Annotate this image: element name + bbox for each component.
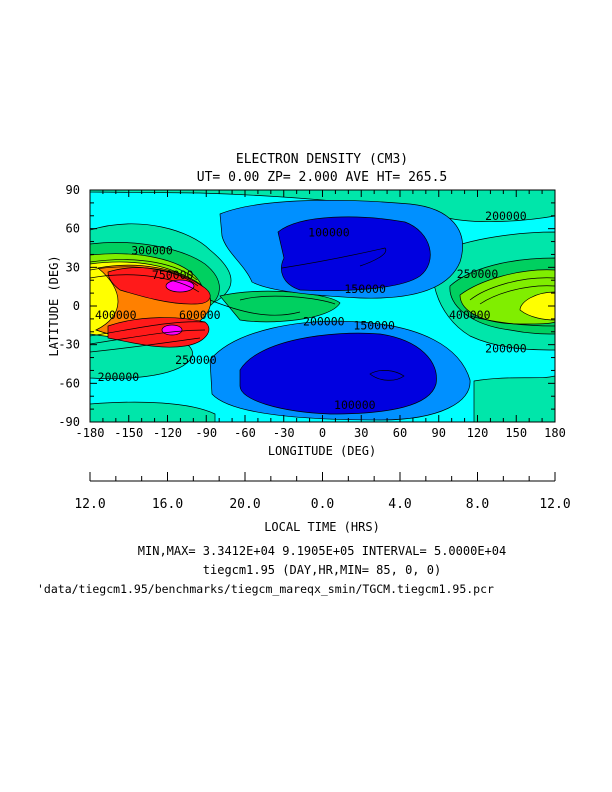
- contour-label: 100000: [334, 398, 376, 412]
- x-tick-label: -120: [153, 426, 182, 440]
- local-time-tick-label: 4.0: [388, 497, 411, 512]
- x-tick-label: 180: [544, 426, 566, 440]
- min-max-line: MIN,MAX= 3.3412E+04 9.1905E+05 INTERVAL=…: [138, 544, 506, 558]
- latitude-axis: 90 60 30 0 -30 -60 -90: [58, 183, 555, 429]
- x-tick-label: -30: [273, 426, 295, 440]
- local-time-axis: 12.0 16.0 20.0 0.0 4.0 8.0 12.0: [74, 472, 571, 512]
- contour-label: 150000: [344, 282, 386, 296]
- model-info-line: tiegcm1.95 (DAY,HR,MIN= 85, 0, 0): [203, 563, 441, 577]
- contour-label: 600000: [179, 308, 221, 322]
- darkblue-regions: [239, 216, 437, 415]
- local-time-tick-label: 20.0: [229, 497, 260, 512]
- contour-label: 300000: [131, 244, 173, 258]
- y-axis-label: LATITUDE (DEG): [47, 255, 61, 356]
- contour-label: 200000: [98, 370, 140, 384]
- x-tick-label: 150: [505, 426, 527, 440]
- x-tick-label: -60: [234, 426, 256, 440]
- contour-label: 200000: [303, 314, 345, 328]
- contour-label: 250000: [457, 267, 499, 281]
- contour-lines: [90, 247, 555, 381]
- chart-subtitle: UT= 0.00 ZP= 2.000 AVE HT= 265.5: [197, 170, 447, 185]
- contour-label: 200000: [485, 342, 527, 356]
- x-tick-label: -150: [114, 426, 143, 440]
- red-regions: [107, 267, 211, 348]
- contour-label: 250000: [175, 353, 217, 367]
- x-tick-label: 0: [319, 426, 326, 440]
- x-tick-label: -90: [195, 426, 217, 440]
- local-time-tick-label: 12.0: [539, 497, 570, 512]
- plot-area: 100000 200000 300000 750000 250000 150000 4000…: [90, 190, 555, 422]
- chart-title: ELECTRON DENSITY (CM3): [236, 152, 408, 167]
- y-tick-label: 30: [66, 260, 80, 274]
- y-tick-label: -60: [58, 376, 80, 390]
- local-time-tick-label: 12.0: [74, 497, 105, 512]
- x-tick-label: 60: [393, 426, 407, 440]
- contour-label: 200000: [485, 209, 527, 223]
- y-tick-label: 0: [73, 299, 80, 313]
- x-tick-label: 120: [467, 426, 489, 440]
- contour-label: 100000: [308, 226, 350, 240]
- longitude-axis: -180 -150 -120 -90 -60 -30 0 30 60 90 120 150 180: [76, 190, 566, 440]
- local-time-label: LOCAL TIME (HRS): [264, 520, 380, 534]
- contour-label: 400000: [95, 308, 137, 322]
- contour-label: 150000: [353, 318, 395, 332]
- y-tick-label: 60: [66, 222, 80, 236]
- local-time-tick-label: 8.0: [466, 497, 489, 512]
- contour-label: 750000: [152, 268, 194, 282]
- x-tick-label: 30: [354, 426, 368, 440]
- contour-label: 400000: [449, 308, 491, 322]
- x-axis-label: LONGITUDE (DEG): [268, 444, 376, 458]
- y-tick-label: -90: [58, 415, 80, 429]
- y-tick-label: 90: [66, 183, 80, 197]
- x-tick-label: -180: [76, 426, 105, 440]
- local-time-tick-label: 16.0: [152, 497, 183, 512]
- x-tick-label: 90: [432, 426, 446, 440]
- local-time-tick-label: 0.0: [311, 497, 334, 512]
- file-path-line: 'data/tiegcm1.95/benchmarks/tiegcm_mareq…: [37, 582, 494, 596]
- contour-labels: 100000 200000 300000 750000 250000 150000 4000…: [95, 209, 527, 412]
- y-tick-label: -30: [58, 338, 80, 352]
